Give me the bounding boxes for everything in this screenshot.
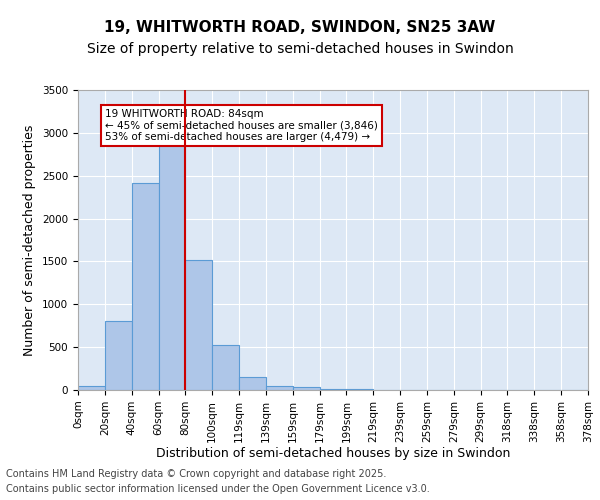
Bar — [158, 142, 185, 390]
Bar — [131, 182, 158, 390]
Bar — [105, 322, 131, 390]
Bar — [293, 388, 320, 390]
Bar — [185, 260, 212, 390]
Y-axis label: Number of semi-detached properties: Number of semi-detached properties — [23, 124, 37, 356]
X-axis label: Distribution of semi-detached houses by size in Swindon: Distribution of semi-detached houses by … — [156, 448, 510, 460]
Bar — [320, 388, 346, 390]
Text: Contains HM Land Registry data © Crown copyright and database right 2025.: Contains HM Land Registry data © Crown c… — [6, 469, 386, 479]
Bar — [239, 377, 266, 390]
Bar — [266, 386, 293, 390]
Text: Contains public sector information licensed under the Open Government Licence v3: Contains public sector information licen… — [6, 484, 430, 494]
Bar — [212, 346, 239, 390]
Bar — [346, 389, 373, 390]
Text: 19 WHITWORTH ROAD: 84sqm
← 45% of semi-detached houses are smaller (3,846)
53% o: 19 WHITWORTH ROAD: 84sqm ← 45% of semi-d… — [105, 109, 378, 142]
Text: 19, WHITWORTH ROAD, SWINDON, SN25 3AW: 19, WHITWORTH ROAD, SWINDON, SN25 3AW — [104, 20, 496, 35]
Text: Size of property relative to semi-detached houses in Swindon: Size of property relative to semi-detach… — [86, 42, 514, 56]
Bar — [78, 386, 105, 390]
